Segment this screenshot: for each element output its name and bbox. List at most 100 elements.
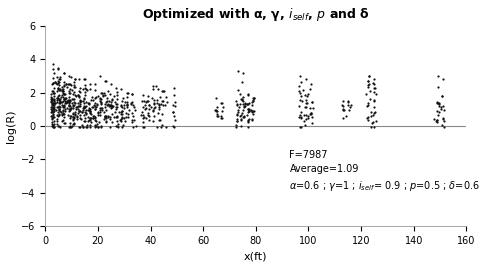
Point: [112, 124, 120, 128]
Point: [240, 104, 248, 109]
Point: [107, 103, 115, 107]
Point: [101, 115, 109, 119]
Point: [66, 99, 74, 103]
Point: [54, 85, 62, 90]
Point: [108, 103, 116, 108]
Point: [56, 97, 64, 101]
Point: [118, 115, 126, 120]
Point: [86, 115, 94, 120]
Point: [296, 115, 304, 119]
Point: [150, 114, 158, 118]
Point: [116, 118, 124, 123]
Point: [232, 99, 240, 104]
Point: [433, 108, 441, 113]
Point: [156, 102, 164, 107]
Point: [56, 98, 64, 102]
Point: [131, 108, 139, 112]
Point: [129, 125, 137, 129]
Point: [156, 118, 164, 123]
Point: [156, 117, 164, 122]
Point: [74, 104, 82, 108]
Point: [237, 96, 245, 101]
Point: [50, 107, 58, 111]
Point: [67, 114, 75, 119]
Point: [122, 91, 130, 95]
Point: [56, 100, 64, 104]
Point: [118, 96, 126, 101]
Point: [219, 105, 227, 109]
Point: [218, 101, 226, 105]
Point: [47, 114, 55, 118]
Point: [70, 112, 78, 116]
Point: [69, 117, 77, 122]
Point: [248, 103, 256, 107]
Point: [62, 106, 70, 110]
Point: [86, 116, 94, 120]
Point: [94, 125, 102, 129]
Point: [83, 125, 91, 129]
Point: [96, 102, 104, 106]
Point: [146, 107, 154, 111]
Point: [49, 80, 57, 85]
Point: [298, 99, 306, 103]
Point: [50, 119, 58, 123]
Point: [119, 123, 127, 127]
Point: [118, 109, 126, 113]
Point: [363, 104, 371, 108]
Point: [149, 84, 157, 88]
Point: [117, 112, 125, 116]
Point: [54, 67, 62, 71]
Point: [65, 100, 73, 104]
Point: [96, 110, 104, 114]
Point: [92, 119, 100, 123]
Point: [112, 114, 120, 118]
Point: [48, 96, 56, 101]
Point: [114, 122, 122, 126]
Point: [94, 113, 102, 117]
Point: [433, 118, 441, 122]
Point: [99, 93, 107, 97]
Point: [139, 93, 147, 97]
Point: [234, 110, 242, 114]
Point: [48, 89, 56, 93]
Point: [118, 105, 126, 109]
Point: [158, 123, 166, 127]
Point: [248, 112, 256, 116]
Point: [48, 96, 56, 100]
Point: [80, 97, 88, 101]
Point: [108, 112, 116, 116]
Point: [106, 125, 114, 129]
Point: [128, 92, 136, 96]
Point: [90, 88, 98, 92]
Point: [144, 113, 152, 118]
Point: [68, 106, 76, 111]
Point: [51, 101, 59, 105]
Point: [237, 123, 245, 128]
Point: [102, 114, 110, 118]
Point: [364, 79, 372, 83]
Point: [210, 108, 218, 112]
Point: [66, 109, 74, 113]
Point: [366, 97, 374, 101]
Point: [48, 98, 56, 102]
Point: [71, 85, 79, 90]
Point: [128, 120, 136, 124]
Point: [85, 101, 93, 106]
Point: [96, 74, 104, 78]
Point: [213, 109, 221, 113]
Point: [94, 94, 102, 98]
Point: [118, 109, 126, 113]
Point: [139, 120, 147, 124]
Point: [249, 109, 257, 113]
Point: [60, 121, 68, 125]
Point: [94, 111, 102, 115]
Point: [73, 116, 81, 121]
Point: [218, 109, 226, 113]
Point: [70, 83, 78, 87]
Point: [366, 125, 374, 129]
Point: [308, 112, 316, 116]
Point: [50, 122, 58, 126]
Point: [65, 101, 73, 105]
Point: [82, 108, 90, 113]
Point: [233, 112, 241, 116]
